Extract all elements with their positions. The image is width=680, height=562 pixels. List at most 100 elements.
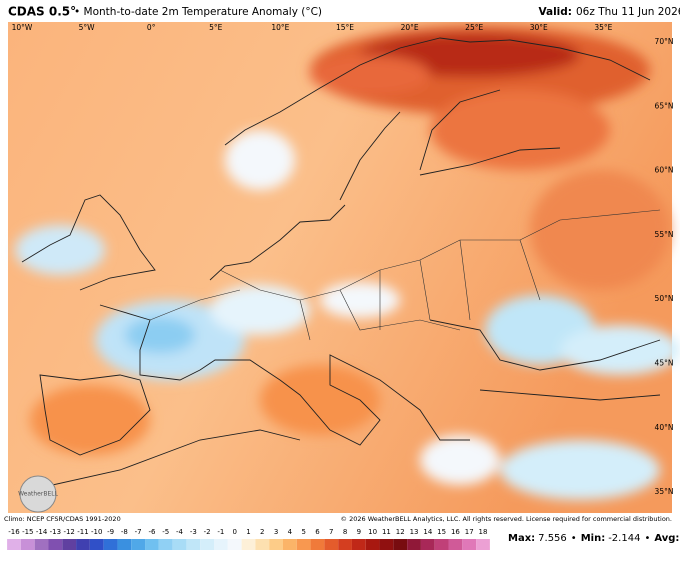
colorbar-tick-label: -7: [135, 528, 142, 536]
colorbar-cell: [351, 539, 366, 550]
colorbar-tick-label: 9: [357, 528, 361, 536]
longitude-label: 20°E: [401, 23, 419, 32]
colorbar-cell: [310, 539, 325, 550]
product: CDAS 0.5°: [8, 5, 76, 19]
colorbar-tick-label: 7: [329, 528, 333, 536]
latitude-label: 70°N: [655, 37, 674, 46]
longitude-label: 25°E: [465, 23, 483, 32]
colorbar-cell: [62, 539, 77, 550]
stats-label: Avg:: [654, 533, 679, 544]
longitude-label: 35°E: [594, 23, 612, 32]
colorbar-tick-label: 5: [301, 528, 305, 536]
colorbar-cell: [158, 539, 173, 550]
colorbar-tick-label: -12: [63, 528, 74, 536]
colorbar-cell: [269, 539, 283, 550]
colorbar-tick-label: 8: [343, 528, 347, 536]
coastline: [21, 37, 661, 491]
colorbar: -16 -15 -14 -13 -12 -11 -10 -9 -8 -7 -6 -5 -4 -3 -2 -1 0…: [7, 528, 490, 550]
longitude-label: 5°W: [79, 23, 96, 32]
colorbar-cell: [214, 539, 228, 550]
colorbar-tick-label: -9: [107, 528, 114, 536]
stats-label: Min:: [581, 533, 606, 544]
colorbar-cell: [227, 539, 242, 550]
stats-separator: •: [571, 533, 577, 544]
logo: WeatherBELL: [18, 475, 59, 513]
colorbar-tick-label: 11: [382, 528, 391, 536]
longitude-label: 0°: [147, 23, 156, 32]
longitude-label: 10°E: [271, 23, 289, 32]
title: • Month-to-date 2m Temperature Anomaly (…: [74, 6, 322, 18]
stats-value: -2.144: [608, 533, 640, 544]
latitude-label: 35°N: [655, 487, 674, 496]
colorbar-cell: [255, 539, 270, 550]
valid-time: 06z Thu 11 Jun 2026: [576, 6, 680, 18]
colorbar-cell: [172, 539, 187, 550]
colorbar-cell: [420, 539, 435, 550]
colorbar-tick-label: -11: [77, 528, 88, 536]
colorbar-cell: [296, 539, 311, 550]
colorbar-tick-label: 0: [232, 528, 236, 536]
colorbar-tick-label: 3: [274, 528, 278, 536]
colorbar-cell: [462, 539, 477, 550]
header-bar: [0, 0, 680, 22]
latitude-label: 65°N: [655, 101, 674, 110]
colorbar-tick-label: -6: [148, 528, 156, 536]
colorbar-tick-label: -3: [190, 528, 197, 536]
colorbar-tick-label: 2: [260, 528, 264, 536]
colorbar-cell: [186, 539, 201, 550]
colorbar-cell: [241, 539, 256, 550]
map: WeatherBELL: [8, 22, 680, 513]
colorbar-cell: [393, 539, 408, 550]
colorbar-cell: [20, 539, 35, 550]
latitude-label: 40°N: [655, 423, 674, 432]
colorbar-tick-label: -14: [36, 528, 48, 536]
colorbar-cell: [103, 539, 118, 550]
colorbar-tick-label: -16: [8, 528, 20, 536]
colorbar-cell: [338, 539, 352, 550]
colorbar-cell: [448, 539, 463, 550]
longitude-label: 30°E: [530, 23, 548, 32]
colorbar-tick-label: 1: [246, 528, 250, 536]
colorbar-cell: [34, 539, 49, 550]
colorbar-tick-label: 15: [437, 528, 446, 536]
logo-badge: [19, 475, 57, 513]
colorbar-cell: [76, 539, 90, 550]
colorbar-cell: [89, 539, 104, 550]
colorbar-cell: [117, 539, 132, 550]
colorbar-cell: [379, 539, 394, 550]
colorbar-tick-label: 18: [479, 528, 488, 536]
copyright: © 2026 WeatherBELL Analytics, LLC. All r…: [341, 515, 672, 523]
colorbar-cell: [7, 539, 21, 550]
colorbar-tick-label: 14: [423, 528, 432, 536]
colorbar-tick-label: 16: [451, 528, 460, 536]
stats: Max:7.556•Min:-2.144•Avg:1.207: [508, 533, 680, 544]
stats-separator: •: [644, 533, 650, 544]
stats-label: Max:: [508, 533, 535, 544]
valid-label: Valid:: [538, 6, 572, 18]
colorbar-tick-label: -15: [22, 528, 33, 536]
colorbar-tick-label: 6: [315, 528, 320, 536]
colorbar-cell: [434, 539, 449, 550]
colorbar-cell: [282, 539, 297, 550]
colorbar-cell: [476, 539, 490, 550]
colorbar-tick-label: -5: [162, 528, 169, 536]
longitude-label: 10°W: [12, 23, 33, 32]
colorbar-cell: [324, 539, 339, 550]
longitude-label: 15°E: [336, 23, 354, 32]
colorbar-tick-label: 13: [410, 528, 419, 536]
colorbar-tick-label: -1: [217, 528, 224, 536]
logo-text: WeatherBELL: [18, 491, 59, 498]
latitude-label: 60°N: [655, 166, 674, 175]
colorbar-tick-label: -10: [91, 528, 102, 536]
colorbar-cell: [48, 539, 63, 550]
colorbar-tick-label: -2: [204, 528, 211, 536]
colorbar-cell: [200, 539, 215, 550]
stats-line: Max:7.556•Min:-2.144•Avg:1.207: [508, 533, 680, 544]
latitude-label: 45°N: [655, 359, 674, 368]
longitude-label: 5°E: [209, 23, 223, 32]
graticule-labels: 10°W 5°W 0° 5°E 10°E 15°E 20°E 25°E 30°E 35°E 70°N…: [12, 23, 674, 496]
climo: Climo: NCEP CFSR/CDAS 1991-2020: [4, 515, 121, 523]
latitude-label: 50°N: [655, 294, 674, 303]
colorbar-tick-label: 17: [465, 528, 474, 536]
